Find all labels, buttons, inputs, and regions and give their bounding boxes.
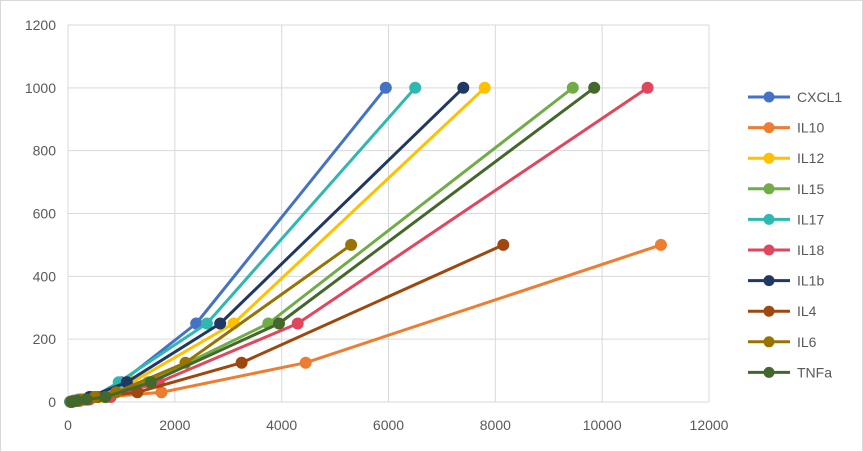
series-line: [68, 86, 388, 404]
data-point: [144, 376, 157, 389]
legend-swatch-marker: [763, 122, 775, 134]
x-tick-label: 4000: [266, 417, 297, 433]
y-tick-label: 1000: [25, 80, 56, 96]
legend-item-il17: IL17: [748, 211, 824, 227]
legend-swatch-marker: [763, 366, 775, 378]
legend-swatch-marker: [763, 336, 775, 348]
x-tick-label: 10000: [583, 417, 622, 433]
legend-label: IL4: [797, 303, 817, 319]
legend-label: IL1b: [797, 273, 824, 289]
legend-label: IL17: [797, 211, 824, 227]
x-tick-label: 2000: [159, 417, 190, 433]
gridlines: [67, 24, 710, 403]
y-tick-label: 0: [48, 394, 56, 410]
series-il1b: [64, 81, 470, 408]
data-point: [235, 356, 248, 369]
legend-item-il12: IL12: [748, 150, 824, 166]
legend-label: TNFa: [797, 364, 832, 380]
series-cxcl1: [64, 81, 392, 408]
legend-item-il1b: IL1b: [748, 273, 824, 289]
data-point: [200, 317, 213, 330]
legend-item-il15: IL15: [748, 181, 824, 197]
y-tick-label: 600: [33, 206, 57, 222]
data-point: [379, 81, 392, 94]
data-point: [273, 317, 285, 330]
legend-item-il10: IL10: [748, 120, 824, 136]
x-tick-label: 12000: [690, 417, 729, 433]
x-tick-label: 6000: [373, 417, 404, 433]
y-tick-label: 400: [33, 268, 57, 284]
legend-swatch-marker: [763, 244, 775, 256]
data-point: [566, 81, 579, 94]
legend-item-cxcl1: CXCL1: [748, 89, 842, 105]
legend-item-tnfa: TNFa: [748, 364, 832, 380]
legend: CXCL1 IL10 IL12 IL15 IL17 IL18 IL1b IL4 IL6 TNFa: [748, 89, 842, 380]
data-point: [654, 238, 667, 251]
data-point: [80, 393, 93, 406]
legend-label: CXCL1: [797, 89, 842, 105]
data-point: [155, 386, 168, 399]
data-point: [497, 238, 510, 251]
legend-swatch-marker: [763, 91, 775, 103]
legend-swatch-marker: [763, 152, 775, 164]
legend-swatch-marker: [763, 305, 775, 317]
y-tick-label: 1200: [25, 17, 56, 33]
legend-swatch-marker: [763, 183, 775, 195]
legend-swatch-marker: [763, 213, 775, 225]
series-line: [68, 86, 417, 404]
y-tick-label: 800: [33, 143, 57, 159]
data-point: [299, 356, 312, 369]
legend-label: IL6: [797, 334, 817, 350]
series-tnfa: [65, 81, 601, 408]
legend-label: IL15: [797, 181, 824, 197]
legend-item-il4: IL4: [748, 303, 817, 319]
data-point: [641, 81, 654, 94]
y-tick-label: 200: [33, 331, 57, 347]
legend-label: IL18: [797, 242, 824, 258]
legend-label: IL12: [797, 150, 824, 166]
series-lines: [64, 81, 667, 408]
data-point: [345, 238, 358, 251]
legend-item-il18: IL18: [748, 242, 824, 258]
data-point: [588, 81, 601, 94]
legend-swatch-marker: [763, 275, 775, 287]
data-point: [99, 391, 112, 403]
data-point: [478, 81, 491, 94]
data-point: [457, 81, 470, 94]
series-line: [69, 86, 465, 404]
legend-item-il6: IL6: [748, 334, 817, 350]
data-point: [214, 317, 227, 330]
x-tick-label: 8000: [480, 417, 511, 433]
data-point: [291, 317, 304, 330]
legend-label: IL10: [797, 120, 824, 136]
data-point: [409, 81, 422, 94]
x-tick-label: 0: [64, 417, 72, 433]
